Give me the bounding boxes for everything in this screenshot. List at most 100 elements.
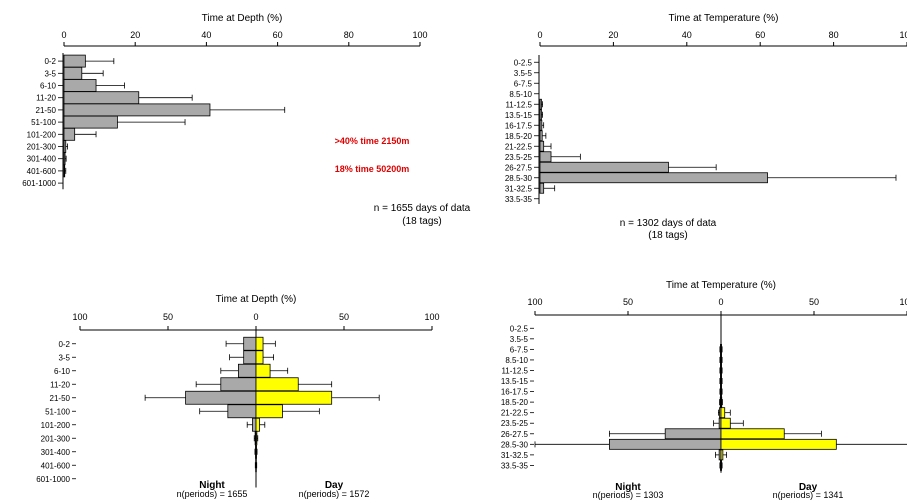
value-bar [63, 79, 97, 92]
category-label: 23.5-25 [505, 153, 533, 162]
value-bar [63, 152, 66, 166]
category-label: 28.5-30 [505, 174, 533, 183]
category-label: 11-20 [50, 380, 70, 389]
x-tick-label: 20 [608, 30, 618, 40]
day-bar [720, 354, 722, 366]
category-label: 6-7.5 [510, 345, 529, 354]
x-tick-label: 0 [61, 30, 66, 40]
x-tick-label: 50 [809, 297, 819, 307]
x-tick-label: 0 [718, 297, 723, 307]
category-label: 8.5-10 [509, 90, 532, 99]
chart-title: Time at Depth (%) [216, 294, 297, 305]
value-bar [63, 115, 118, 129]
value-bar [63, 91, 140, 105]
x-tick-label: 50 [623, 297, 633, 307]
night-bar [252, 417, 257, 432]
category-label: 33.5-35 [505, 195, 533, 204]
night-bar [664, 428, 722, 440]
day-bar [255, 363, 271, 378]
category-label: 11-20 [36, 94, 56, 103]
category-label: 16-17.5 [505, 121, 533, 130]
day-bar [255, 350, 264, 365]
category-label: 3.5-5 [510, 335, 529, 344]
day-bar [255, 336, 264, 351]
category-label: 26-27.5 [501, 430, 529, 439]
category-label: 18.5-20 [505, 132, 533, 141]
x-tick-label: 40 [201, 30, 211, 40]
night-periods-label: n(periods) = 1655 [177, 489, 248, 499]
category-label: 201-300 [27, 143, 57, 152]
x-tick-label: 60 [755, 30, 765, 40]
night-periods-label: n(periods) = 1303 [593, 490, 664, 500]
x-tick-label: 0 [537, 30, 542, 40]
category-label: 18.5-20 [501, 398, 529, 407]
value-bar [539, 140, 545, 152]
category-label: 13.5-15 [501, 377, 529, 386]
day-bar [720, 438, 837, 450]
sample-size-note: n = 1655 days of data [374, 203, 471, 214]
category-label: 301-400 [41, 448, 71, 457]
category-label: 51-100 [45, 407, 70, 416]
day-bar [255, 404, 283, 419]
category-label: 3-5 [58, 353, 70, 362]
chart-4: Time at Temperature (%) 100 50 0 50 100 0-2.5 3… [501, 280, 907, 500]
night-bar [220, 377, 257, 392]
chart-title: Time at Temperature (%) [668, 13, 778, 24]
day-bar [720, 407, 726, 419]
category-label: 6-10 [54, 367, 71, 376]
annotation: 18% time 50200m [335, 164, 410, 174]
value-bar [63, 103, 211, 117]
category-label: 26-27.5 [505, 163, 533, 172]
category-label: 0-2 [58, 340, 70, 349]
chart-title: Time at Depth (%) [202, 13, 283, 24]
night-bar [609, 438, 722, 450]
category-label: 11-12.5 [505, 100, 532, 109]
category-label: 401-600 [27, 167, 57, 176]
day-bar [255, 417, 260, 432]
value-bar [63, 140, 67, 153]
category-label: 23.5-25 [501, 419, 529, 428]
category-label: 601-1000 [36, 475, 70, 484]
category-label: 3-5 [44, 69, 56, 78]
x-tick-label: 80 [344, 30, 354, 40]
category-label: 11-12.5 [501, 366, 528, 375]
night-bar [227, 404, 257, 419]
chart-1: Time at Depth (%) 0 20 40 60 80 100 0-2 3-5 6-10 1… [22, 13, 470, 227]
category-label: 401-600 [41, 461, 71, 470]
category-label: 21-22.5 [501, 409, 529, 418]
day-bar [720, 375, 722, 387]
value-bar [539, 130, 543, 142]
x-tick-label: 100 [412, 30, 427, 40]
category-label: 301-400 [27, 155, 57, 164]
category-label: 201-300 [41, 434, 71, 443]
category-label: 31-32.5 [501, 451, 529, 460]
day-legend-label: Day [325, 480, 344, 491]
category-label: 601-1000 [22, 179, 56, 188]
day-bar [255, 444, 257, 459]
value-bar [539, 172, 768, 184]
night-bar [243, 336, 257, 351]
category-label: 33.5-35 [501, 461, 529, 470]
value-bar [539, 109, 542, 121]
day-bar [720, 460, 722, 471]
x-tick-label: 0 [253, 312, 258, 322]
day-legend-label: Day [799, 482, 818, 493]
day-bar [720, 386, 722, 397]
category-label: 21-22.5 [505, 142, 533, 151]
night-legend-label: Night [615, 482, 641, 493]
x-tick-label: 80 [829, 30, 839, 40]
x-tick-label: 100 [899, 30, 907, 40]
day-bar [720, 417, 731, 429]
value-bar [63, 127, 76, 141]
day-bar [720, 449, 724, 461]
x-tick-label: 60 [273, 30, 283, 40]
value-bar [539, 151, 552, 163]
day-bar [255, 377, 299, 392]
category-label: 6-7.5 [514, 79, 533, 88]
category-label: 13.5-15 [505, 111, 533, 120]
category-label: 0-2.5 [514, 58, 533, 67]
value-bar [539, 182, 545, 194]
chart-title: Time at Temperature (%) [666, 280, 776, 291]
day-periods-label: n(periods) = 1572 [299, 489, 370, 499]
